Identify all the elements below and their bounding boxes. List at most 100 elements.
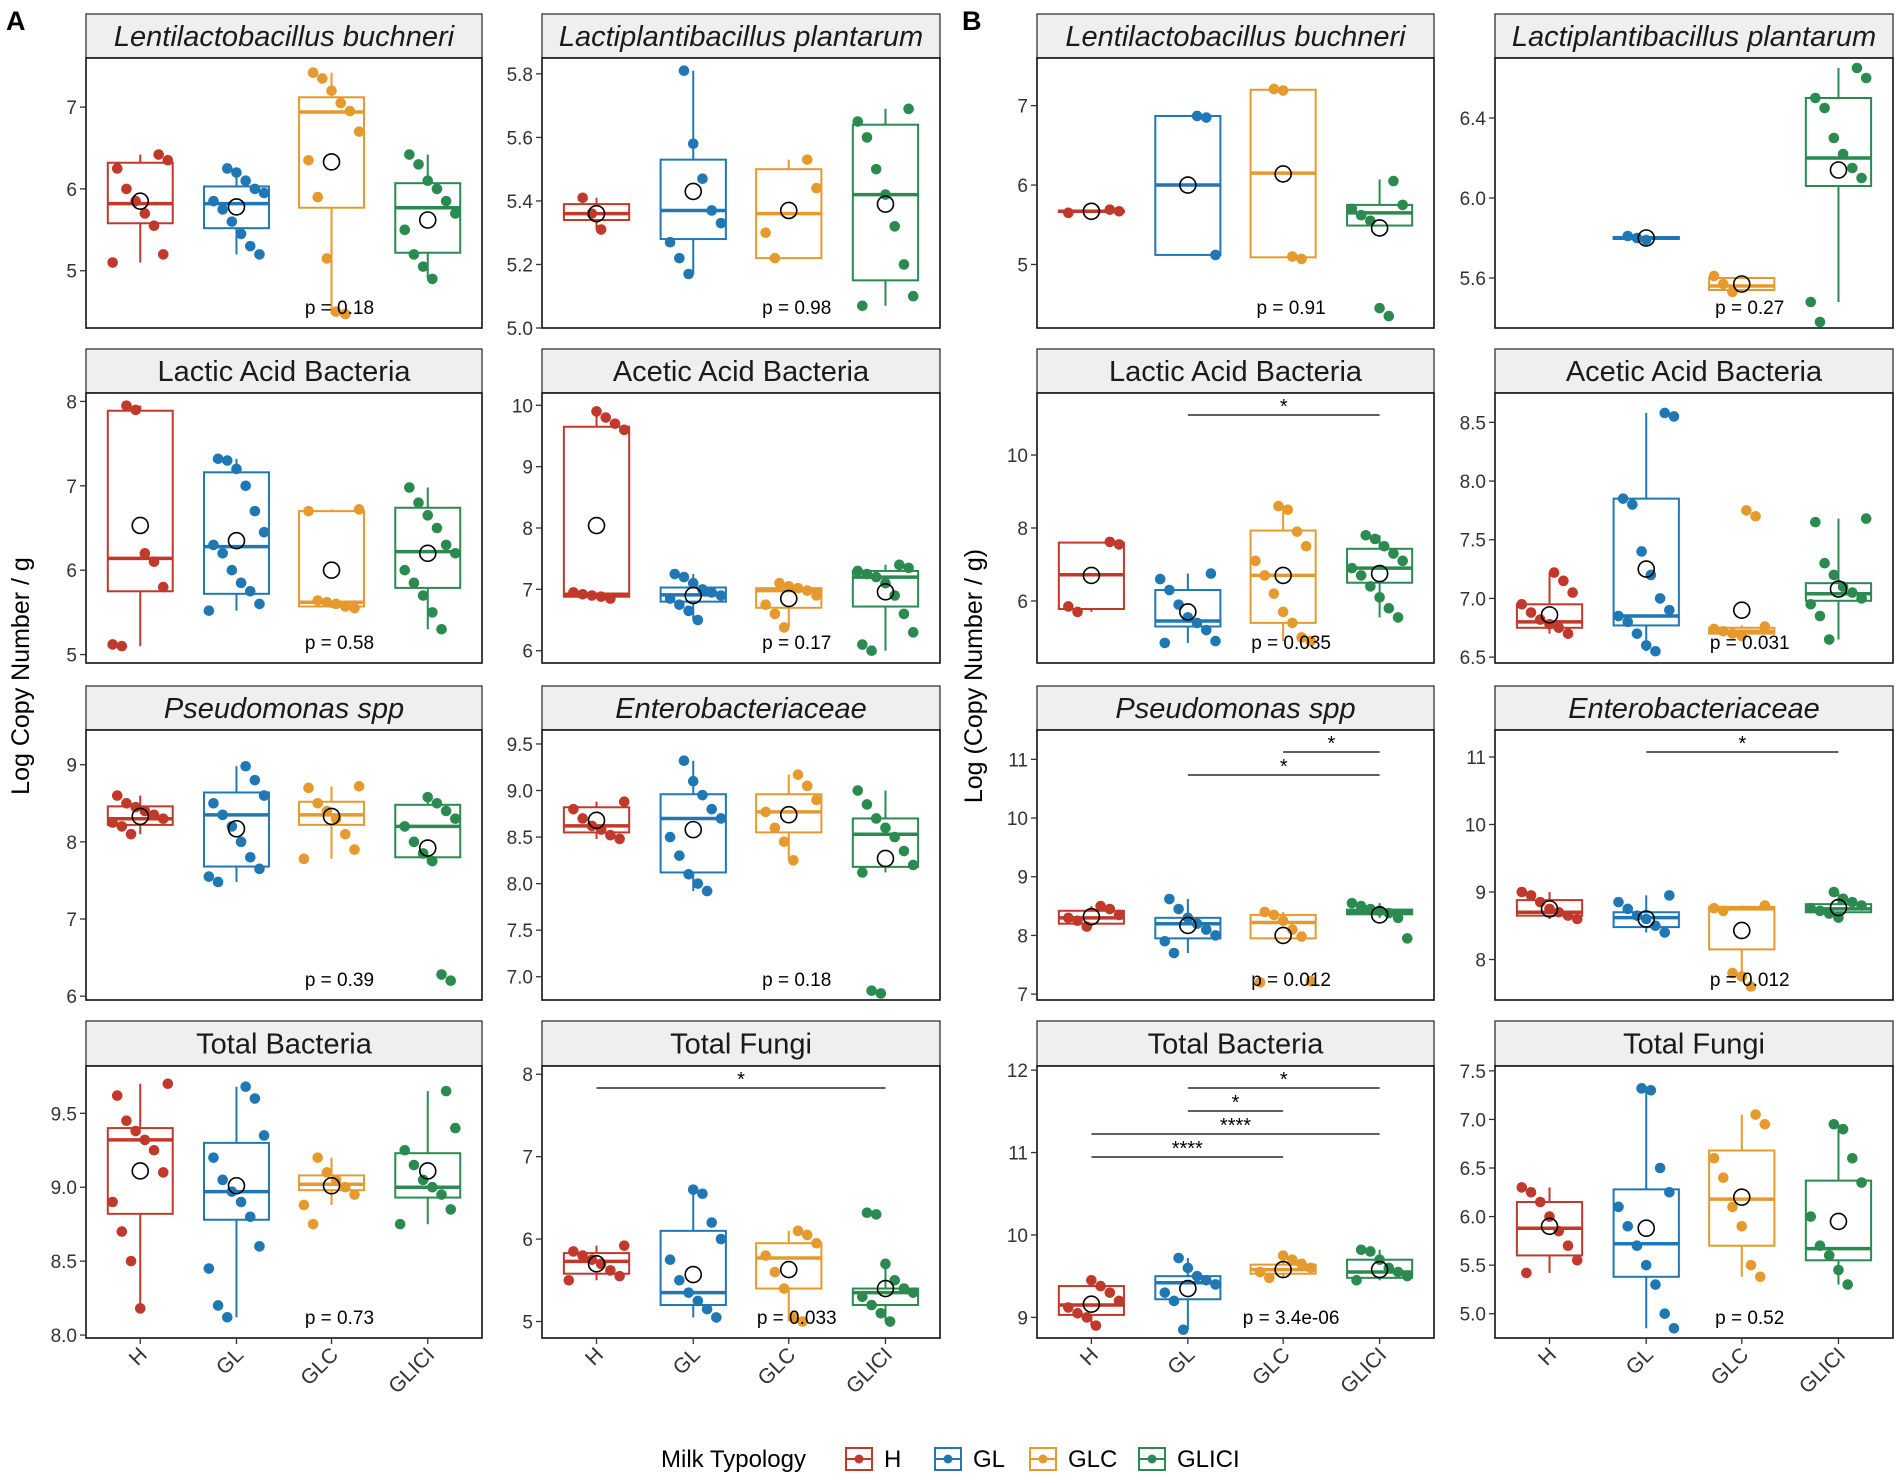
panel-a-total-bacteria-title: Total Bacteria xyxy=(196,1029,373,1061)
panel-b-lactiplantibacillus-plantarum-header xyxy=(1494,13,1894,59)
panel-b-lactiplantibacillus-plantarum-ytick-label: 6.0 xyxy=(1460,189,1486,210)
panel-a-total-bacteria-h-point xyxy=(116,1226,128,1237)
panel-b-acetic-acid-bacteria-ytick-label: 7.0 xyxy=(1460,589,1486,610)
panel-b-lactic-acid-bacteria-glc-point xyxy=(1296,632,1307,643)
panel-b-lentilactobacillus-buchneri-glc-mean-marker xyxy=(1274,165,1292,183)
panel-a-enterobacteriaceae-gl-point xyxy=(683,869,694,880)
panel-b-pseudomonas-spp-gl-point xyxy=(1164,893,1175,905)
panel-a-total-bacteria: Total Bacteria 8.0 8.5 9.0 9.5 p = 0.73 xyxy=(51,1020,483,1347)
panel-a-lentilactobacillus-buchneri: Lentilactobacillus buchneri 5 6 7 p = 0.18 xyxy=(66,13,483,329)
panel-b-enterobacteriaceae-h-point xyxy=(1525,890,1537,901)
panel-b-total-fungi-glici-point xyxy=(1805,1211,1817,1222)
panel-b-lactic-acid-bacteria-glici-point xyxy=(1392,612,1404,623)
panel-a-total-bacteria-glici-box xyxy=(394,1152,462,1199)
panel-a-enterobacteriaceae-gl-point xyxy=(687,775,699,787)
panel-b-total-fungi-h-point xyxy=(1516,1182,1528,1193)
panel-b-total-fungi-gl-point xyxy=(1631,1240,1643,1252)
panel-b-lentilactobacillus-buchneri-gl-point xyxy=(1191,110,1203,122)
panel-a-lentilactobacillus-buchneri-glici-point xyxy=(440,195,452,207)
panel-b-total-fungi-glici-point xyxy=(1842,1279,1854,1290)
panel-b-lactiplantibacillus-plantarum-gl-point xyxy=(1622,230,1634,242)
panel-a-total-bacteria-gl-point xyxy=(254,1241,265,1252)
panel-b-acetic-acid-bacteria-gl-point xyxy=(1627,499,1638,510)
panel-a-lactic-acid-bacteria-gl-point xyxy=(231,463,242,475)
panel-b-total-fungi-glici-point xyxy=(1833,1264,1844,1276)
panel-a-pseudomonas-spp-h-point xyxy=(125,828,137,840)
panel-a-lactiplantibacillus-plantarum-glc-point xyxy=(811,182,822,194)
panel-a-pseudomonas-spp-ytick-label: 8 xyxy=(66,833,77,854)
panel-b-acetic-acid-bacteria-h-point xyxy=(1553,622,1565,634)
panel-b-pseudomonas-spp-h-point xyxy=(1104,903,1116,915)
panel-b-acetic-acid-bacteria-gl-point xyxy=(1659,407,1671,419)
panel-a-lactiplantibacillus-plantarum-glici-point xyxy=(870,163,882,175)
panel-a-pseudomonas-spp-ytick-label: 7 xyxy=(66,910,77,931)
panel-b-enterobacteriaceae-gl-point xyxy=(1613,896,1624,908)
panel-a-enterobacteriaceae-h-point xyxy=(577,813,588,824)
panel-a-acetic-acid-bacteria-h-point xyxy=(577,588,588,600)
panel-b-total-fungi-h-point xyxy=(1521,1267,1532,1279)
panel-a-lactiplantibacillus-plantarum-glici-point xyxy=(852,116,864,127)
panel-b-total-fungi-p-value: p = 0.52 xyxy=(1715,1308,1784,1329)
panel-b-enterobacteriaceae: Enterobacteriaceae 8 9 10 11 * p = 0.012 xyxy=(1465,685,1894,1001)
x-tick-label-glc: GLC xyxy=(1706,1343,1753,1390)
panel-b-lactic-acid-bacteria-gl-point xyxy=(1182,612,1194,623)
panel-b-lentilactobacillus-buchneri-gl-mean-marker xyxy=(1179,176,1197,194)
panel-a-acetic-acid-bacteria-title: Acetic Acid Bacteria xyxy=(613,356,870,388)
panel-a-total-fungi-glici-mean-marker xyxy=(876,1279,895,1298)
panel-a-lactic-acid-bacteria-glc-point xyxy=(353,504,365,515)
panel-b-lactic-acid-bacteria-glici-point xyxy=(1346,562,1358,574)
panel-a-total-bacteria-h-point xyxy=(125,1255,137,1267)
panel-b-enterobacteriaceae-ytick-label: 11 xyxy=(1466,748,1486,769)
panel-a-acetic-acid-bacteria-ytick-label: 9 xyxy=(522,458,533,479)
panel-a-pseudomonas-spp-ytick-label: 9 xyxy=(66,756,77,777)
panel-b-pseudomonas-spp-glc-point xyxy=(1277,915,1289,927)
panel-a-total-bacteria-h-point xyxy=(148,1144,160,1156)
panel-a-enterobacteriaceae-glici-point xyxy=(898,845,910,857)
panel-b-lentilactobacillus-buchneri-glc-point xyxy=(1296,253,1307,265)
panel-b-lactic-acid-bacteria-glc-point xyxy=(1282,504,1294,516)
panel-a-enterobacteriaceae-gl-point xyxy=(674,850,685,861)
panel-a-acetic-acid-bacteria-glici-mean-marker xyxy=(876,583,895,601)
panel-a-total-fungi-h-mean-marker xyxy=(587,1255,606,1273)
panel-b-total-bacteria-ytick-label: 9 xyxy=(1017,1308,1028,1329)
panel-b-enterobacteriaceae-glici-point xyxy=(1828,886,1840,898)
panel-a-lactiplantibacillus-plantarum-gl-point xyxy=(697,173,708,185)
panel-a-acetic-acid-bacteria-ytick-label: 7 xyxy=(522,580,533,601)
panel-a-total-bacteria-gl-point xyxy=(217,1174,228,1186)
panel-b-total-bacteria-glc-point xyxy=(1264,1272,1275,1284)
panel-b-lactic-acid-bacteria-title: Lactic Acid Bacteria xyxy=(1109,356,1363,388)
panel-a-acetic-acid-bacteria-glc-mean-marker xyxy=(779,589,798,608)
panel-b-enterobacteriaceae-glici-point xyxy=(1805,902,1817,914)
panel-b-enterobacteriaceae-glici-point xyxy=(1847,896,1858,908)
x-tick-label-glc: GLC xyxy=(753,1343,800,1390)
panel-b-acetic-acid-bacteria-ytick-label: 8.0 xyxy=(1460,472,1486,493)
panel-b-total-fungi-glici-mean-marker xyxy=(1829,1212,1848,1231)
panel-b-total-fungi-glc-point xyxy=(1736,1220,1748,1232)
panel-b-acetic-acid-bacteria: Acetic Acid Bacteria 6.5 7.0 7.5 8.0 8.5 p = 0… xyxy=(1460,348,1894,669)
panel-b-lactiplantibacillus-plantarum-glc-point xyxy=(1717,278,1729,290)
panel-a-lentilactobacillus-buchneri-glici-point xyxy=(408,249,420,260)
panel-b-total-bacteria-gl-point xyxy=(1173,1252,1184,1264)
panel-b-total-bacteria-title: Total Bacteria xyxy=(1148,1029,1325,1061)
panel-a-total-fungi-glc-point xyxy=(769,1266,781,1278)
panel-b-lactic-acid-bacteria-gl-point xyxy=(1191,617,1203,629)
panel-b-lentilactobacillus-buchneri-glici-point xyxy=(1365,215,1376,227)
panel-a-total-fungi-gl-point xyxy=(715,1233,727,1245)
panel-b-acetic-acid-bacteria-h-point xyxy=(1534,614,1546,625)
legend-key-point-glici xyxy=(1147,1454,1157,1464)
panel-a-enterobacteriaceae-glc-point xyxy=(778,836,790,848)
panel-a-enterobacteriaceae-ytick-label: 9.0 xyxy=(507,782,533,803)
panel-a-lactic-acid-bacteria-glc-box xyxy=(298,510,365,608)
panel-b-pseudomonas-spp-gl-point xyxy=(1173,903,1184,915)
panel-a-total-bacteria-gl-point xyxy=(212,1300,224,1311)
panel-a-total-fungi-h-point xyxy=(568,1246,579,1257)
panel-a-lentilactobacillus-buchneri-glici-point xyxy=(399,224,411,236)
panel-b-pseudomonas-spp-gl-point xyxy=(1168,947,1180,959)
panel-b-lactiplantibacillus-plantarum-glici-point xyxy=(1810,92,1821,104)
panel-b-total-bacteria-header xyxy=(1036,1020,1435,1067)
panel-a-acetic-acid-bacteria-gl-point xyxy=(674,599,685,611)
panel-a-acetic-acid-bacteria-glici-point xyxy=(898,608,910,620)
panel-a-enterobacteriaceae-gl-point xyxy=(664,831,676,843)
panel-a-total-fungi-glc-point xyxy=(760,1250,771,1261)
panel-b-total-fungi-h-mean-marker xyxy=(1540,1217,1559,1236)
